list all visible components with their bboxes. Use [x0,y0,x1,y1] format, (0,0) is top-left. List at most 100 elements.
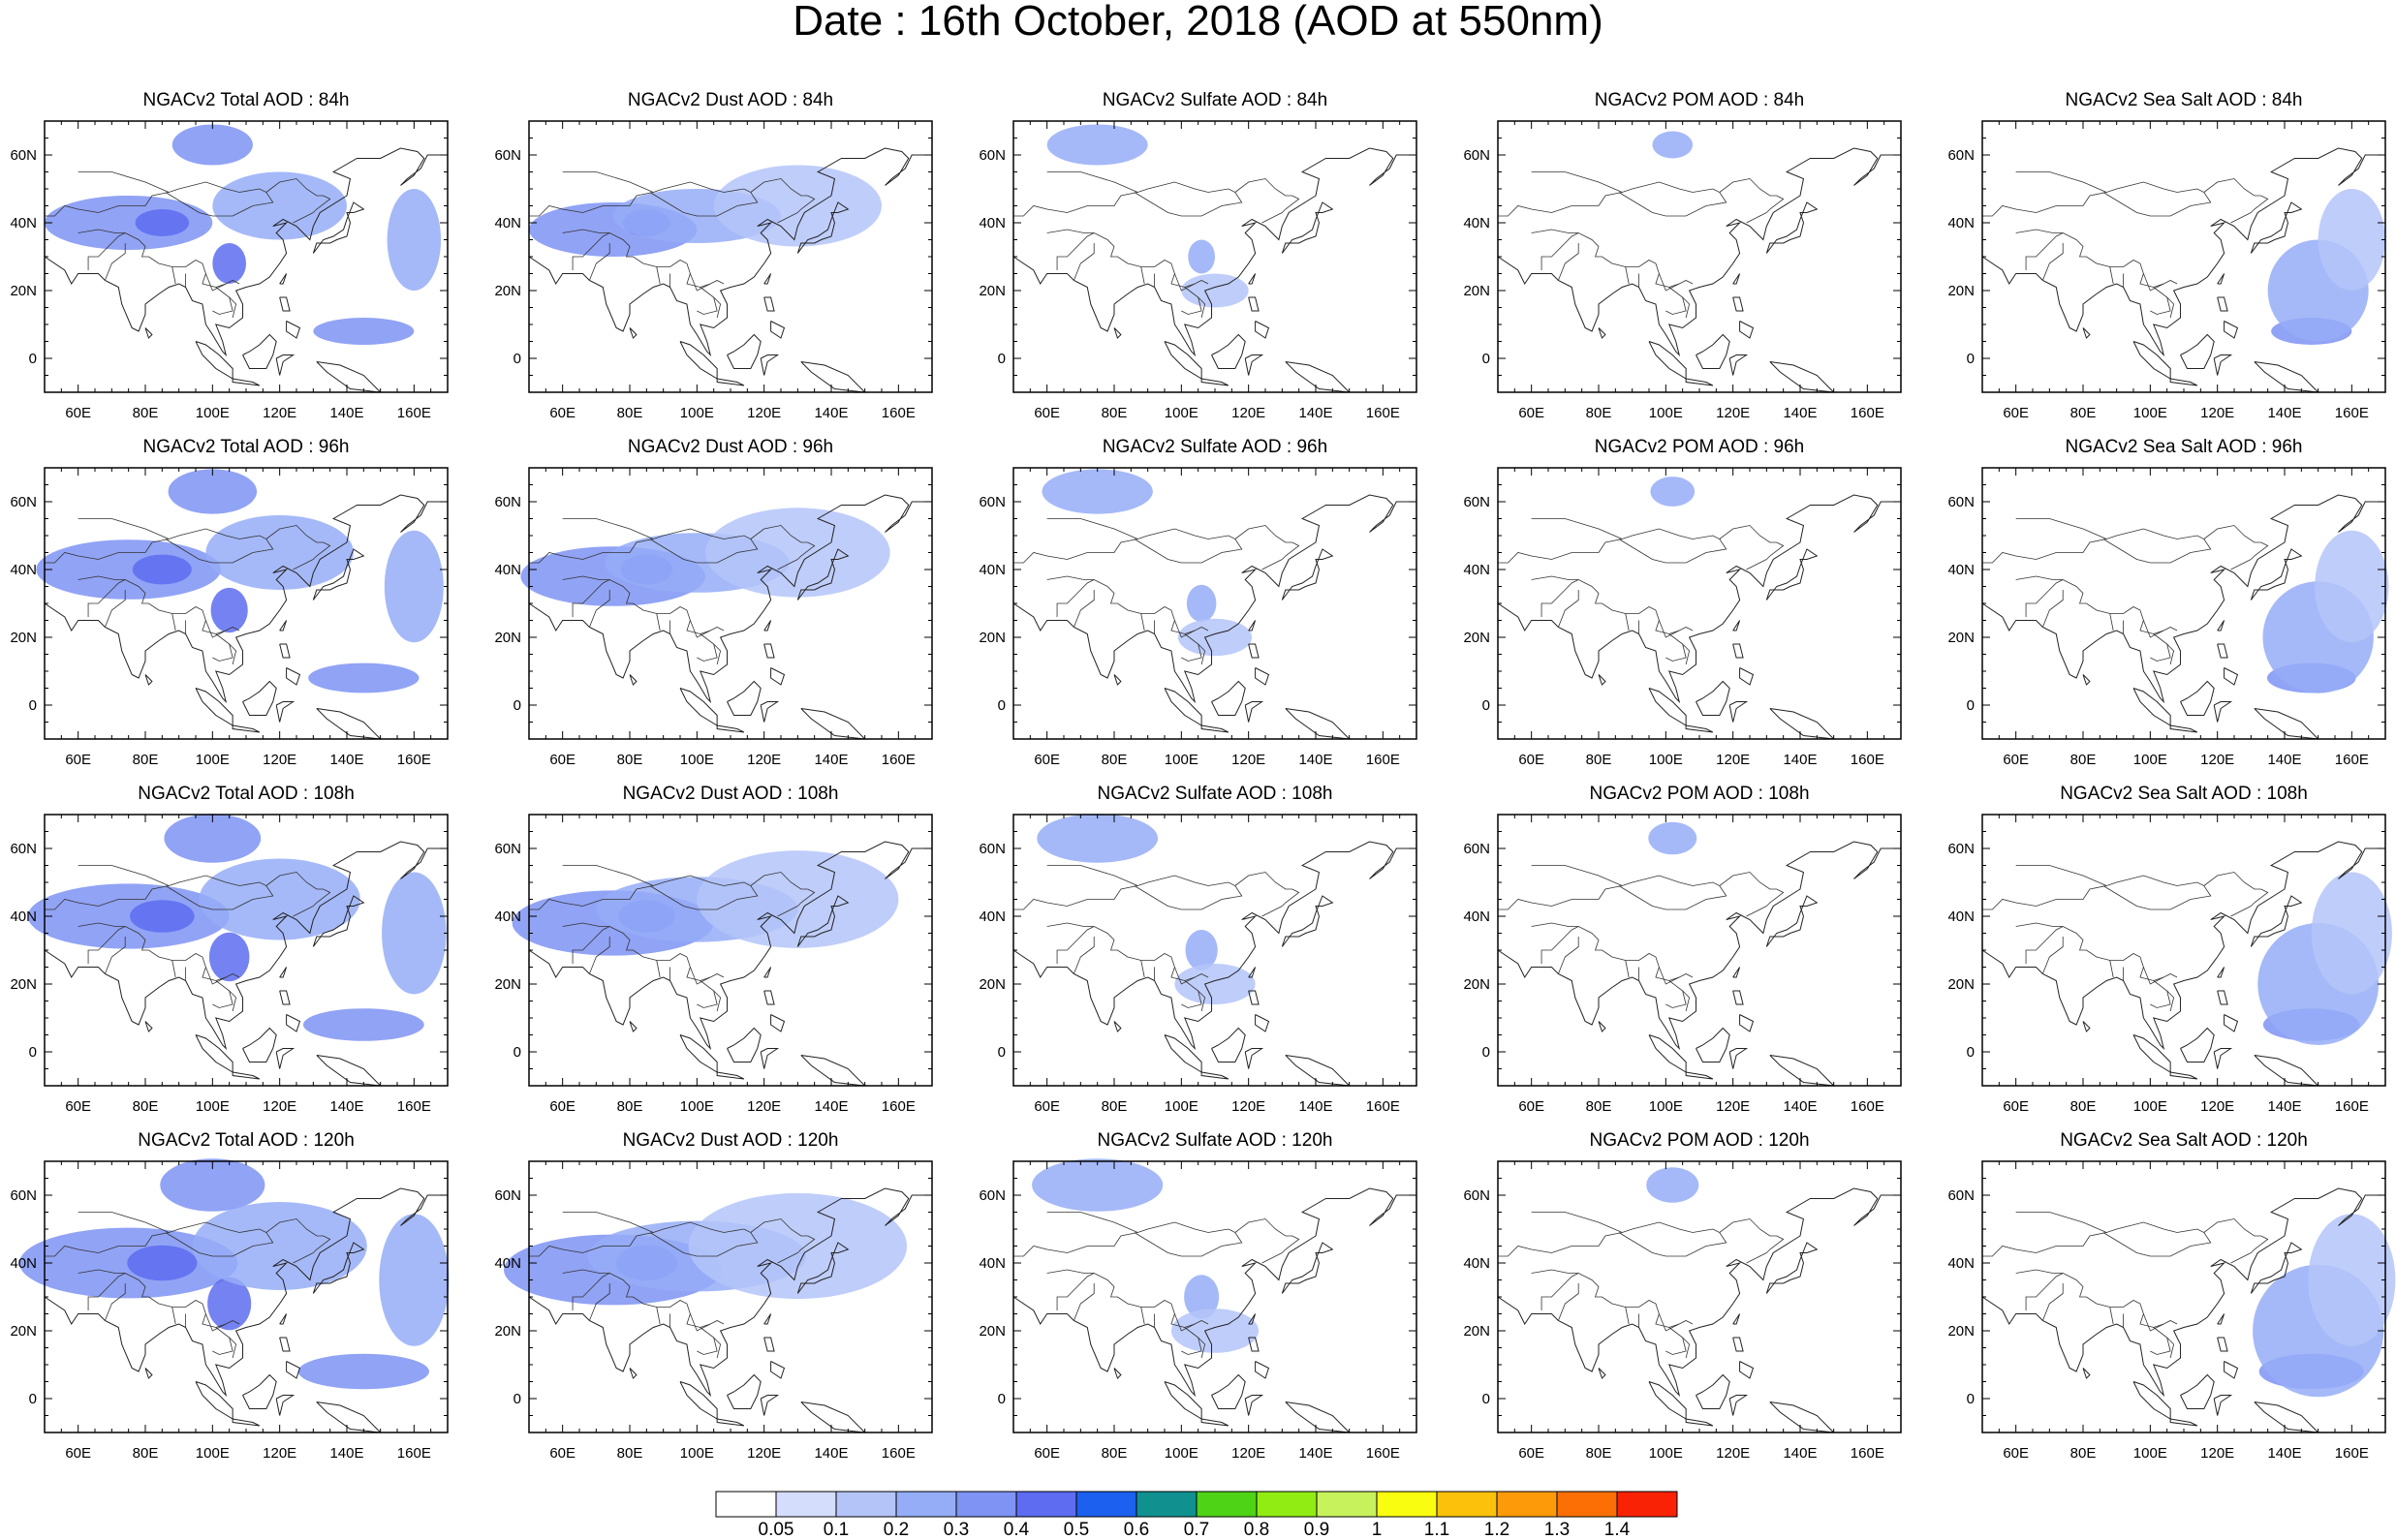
x-tick-label: 140E [1783,1098,1817,1115]
x-tick-label: 60E [65,405,91,421]
coastline [144,327,153,339]
coastline [2169,724,2198,733]
country-border [1074,937,1095,974]
x-tick-label: 60E [2003,1098,2029,1115]
y-tick-label: 0 [1482,1391,1490,1407]
coastline [1497,1161,1902,1398]
coastline [1255,667,1270,686]
country-border [529,181,759,217]
coastline [2217,967,2225,978]
country-border [1013,528,1243,564]
coastline [286,1361,301,1379]
country-border [1659,1313,1680,1332]
x-tick-label: 160E [1851,1445,1884,1462]
y-tick-label: 20N [494,976,521,993]
map-plot: 60E 80E 100E 120E 140E 160E 60N 40N 20N 0 [1463,814,1902,1115]
coastline [1255,1361,1270,1379]
x-tick-label: 160E [397,752,431,768]
country-border [1540,232,1579,270]
colorbar-swatch [955,1491,1017,1518]
y-tick-label: 20N [494,283,521,299]
y-tick-label: 0 [1482,351,1490,367]
country-border [562,1212,654,1233]
country-border [205,620,227,638]
y-tick-label: 0 [998,1044,1006,1061]
coastline [2082,327,2091,339]
country-border [45,181,274,217]
aod-field [1181,273,1249,308]
x-tick-label: 140E [814,405,848,421]
coastline [1200,1071,1229,1080]
aod-field [297,1353,429,1390]
country-border [1531,518,1623,539]
coastline [232,724,261,733]
country-border [1558,937,1579,974]
country-border [2166,990,2175,1012]
y-tick-label: 40N [494,1255,521,1272]
country-border [1746,906,1767,917]
x-tick-label: 60E [1518,752,1544,768]
aod-field [207,1277,252,1331]
aod-field [36,539,221,600]
coastline [1211,680,1246,716]
y-tick-label: 20N [1947,283,1975,299]
coastline [1497,468,1902,704]
y-tick-label: 0 [1482,1044,1490,1061]
aod-field [132,554,192,585]
country-border [572,579,610,617]
y-tick-label: 40N [494,909,521,925]
map-plot: 60E 80E 100E 120E 140E 160E 60N 40N 20N 0 [494,467,933,768]
aod-field [2308,1214,2396,1346]
aod-field [308,662,420,693]
country-border [2042,937,2064,974]
country-border [1198,296,1206,319]
country-border [78,171,170,193]
y-tick-label: 60N [1947,1187,1975,1204]
x-tick-label: 160E [1366,405,1400,421]
x-tick-label: 80E [1586,1098,1612,1115]
coastline [44,468,449,704]
country-border [777,212,798,224]
coastline [770,667,786,686]
country-border [1234,525,1300,560]
x-tick-label: 160E [882,752,916,768]
coastline [760,1048,780,1069]
coastline [1164,1034,1202,1073]
x-tick-label: 100E [1649,405,1683,421]
country-border [2230,1252,2252,1264]
country-border [212,980,233,1008]
x-tick-label: 160E [882,1098,916,1115]
country-border [2042,243,2064,281]
coastline [1981,815,2386,1051]
y-tick-label: 60N [1463,494,1490,510]
plot-background [1498,815,1901,1086]
country-border [1013,1221,1243,1257]
coastline [2169,378,2198,386]
coastline [1696,333,1730,369]
y-tick-label: 20N [1463,283,1490,299]
country-border [2166,643,2175,665]
y-tick-label: 60N [494,841,521,857]
coastline [275,354,296,376]
coastline [279,967,288,978]
country-border [2109,1307,2114,1325]
x-tick-label: 140E [329,405,363,421]
country-border [78,518,170,539]
x-tick-label: 120E [2200,752,2234,768]
country-border [1659,273,1680,292]
y-tick-label: 40N [1947,562,1975,578]
coastline [1244,701,1264,723]
main-title: Date : 16th October, 2018 (AOD at 550nm) [793,0,1603,45]
country-border [529,875,759,910]
country-border [87,579,126,617]
coastline [727,333,762,369]
x-tick-label: 80E [617,1445,643,1462]
country-border [1498,875,1727,910]
coastline [1765,548,1819,601]
country-border [2150,633,2171,662]
y-tick-label: 20N [1463,976,1490,993]
y-tick-label: 20N [494,1323,521,1340]
coastline [232,1071,261,1080]
aod-field [199,858,360,940]
coastline [1728,701,1749,723]
